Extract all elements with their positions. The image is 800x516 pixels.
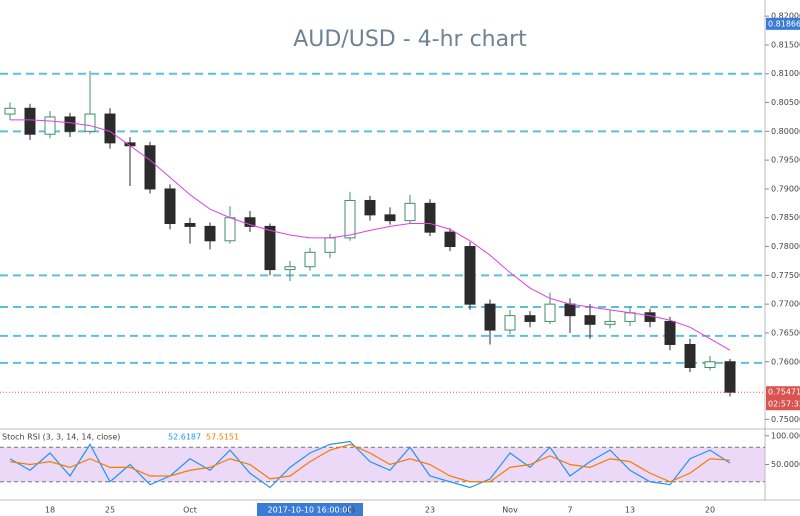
candle-body [424, 202, 436, 233]
candle-body [364, 199, 376, 216]
candle-body [444, 231, 456, 248]
candle-body [144, 145, 156, 190]
chart-title: AUD/USD - 4-hr chart [293, 27, 527, 52]
x-tick-label: 7 [567, 506, 572, 515]
rsi-title: Stoch RSI (3, 3, 14, 14, close) [2, 433, 120, 442]
x-tick-label: 2017-10-10 16:00:00 [268, 506, 353, 515]
candle-body [324, 237, 336, 253]
candle-body [624, 312, 636, 322]
candle-body [184, 223, 196, 227]
candle-body [604, 320, 616, 325]
last-price-label: 0.75471 [768, 388, 800, 397]
candle-body [24, 107, 36, 135]
crosshair-label-box [257, 503, 363, 516]
x-tick-label: 18 [45, 506, 55, 515]
high-marker-label: 0.81866 [768, 19, 800, 28]
candle-body [524, 315, 536, 322]
candle-body [664, 320, 676, 345]
rsi-line [9, 443, 731, 483]
candle-body [284, 266, 296, 271]
rsi-last-value: 57.5151 [206, 433, 239, 442]
candle-body [644, 312, 656, 322]
rsi-last-value: 52.6187 [168, 433, 201, 442]
x-tick-label: 25 [105, 506, 115, 515]
moving-average [10, 119, 731, 351]
candle-body [384, 214, 396, 222]
candle-body [484, 303, 496, 331]
candle-body [44, 116, 56, 135]
candle-body [404, 202, 416, 222]
x-tick-label: 23 [425, 506, 435, 515]
candle-body [84, 113, 96, 132]
countdown-label: 02:57:32 [768, 400, 800, 409]
candle-body [724, 361, 736, 393]
candle-body [224, 217, 236, 242]
y-tick-label: 50.00000 [771, 460, 800, 469]
candle-body [104, 113, 116, 144]
rsi-band [0, 447, 765, 482]
x-tick-label: 16 [345, 506, 355, 515]
candle-body [704, 361, 716, 369]
candle-body [164, 188, 176, 225]
x-tick-label: 13 [625, 506, 635, 515]
rsi-line [9, 440, 731, 489]
candle-body [264, 225, 276, 271]
candle-body [64, 116, 76, 132]
candle-body [244, 217, 256, 227]
candle-body [584, 315, 596, 325]
candle-body [504, 315, 516, 331]
x-tick-label: Oct [183, 506, 197, 515]
x-tick-label: 20 [705, 506, 715, 515]
candle-body [464, 246, 476, 305]
high-marker-box [766, 17, 800, 30]
candle-body [564, 303, 576, 317]
candle-body [544, 303, 556, 322]
candle-body [4, 107, 16, 115]
last-price-box [766, 386, 800, 411]
candle-body [304, 251, 316, 268]
x-tick-label: Nov [502, 506, 518, 515]
candle-body [344, 199, 356, 239]
candle-body [204, 225, 216, 242]
candle-body [684, 343, 696, 369]
